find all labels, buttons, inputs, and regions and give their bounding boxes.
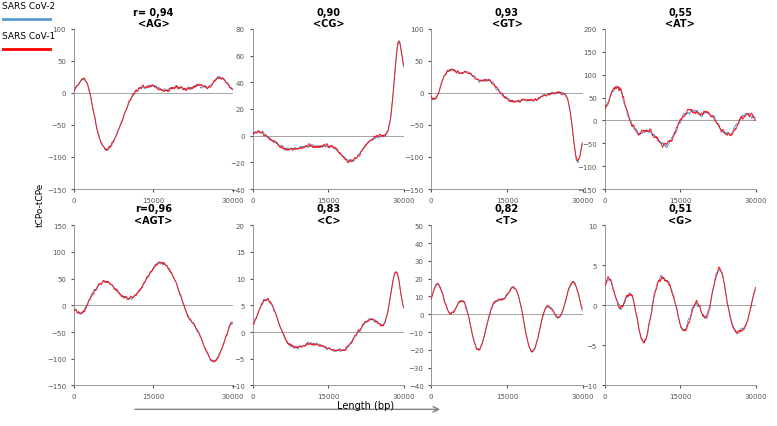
Text: SARS CoV-1: SARS CoV-1 bbox=[2, 32, 55, 41]
Text: Length (bp): Length (bp) bbox=[336, 400, 394, 410]
Title: 0,90
<CG>: 0,90 <CG> bbox=[312, 8, 344, 29]
Title: r= 0,94
<AG>: r= 0,94 <AG> bbox=[134, 8, 173, 29]
Title: 0,93
<GT>: 0,93 <GT> bbox=[492, 8, 522, 29]
Text: SARS CoV-2: SARS CoV-2 bbox=[2, 2, 54, 11]
Text: tCPo-tCPe: tCPo-tCPe bbox=[36, 182, 45, 227]
Title: 0,51
<G>: 0,51 <G> bbox=[668, 204, 692, 225]
Title: r=0,96
<AGT>: r=0,96 <AGT> bbox=[134, 204, 172, 225]
Title: 0,83
<C>: 0,83 <C> bbox=[316, 204, 340, 225]
Title: 0,82
<T>: 0,82 <T> bbox=[495, 204, 519, 225]
Title: 0,55
<AT>: 0,55 <AT> bbox=[665, 8, 695, 29]
